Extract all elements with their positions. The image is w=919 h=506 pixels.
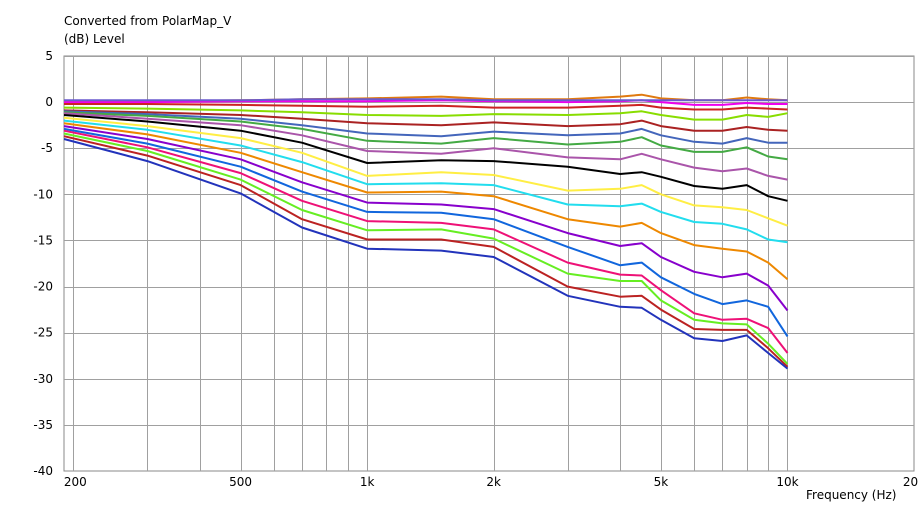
plot-area: 5 0 -5 -10 -15 -20 -25 -30 -35 -40 200 500 1k 2k 5k 10k… [33, 49, 919, 489]
series-line [63, 112, 788, 181]
series-line [63, 114, 788, 202]
y-tick-label: 0 [45, 95, 53, 109]
series-line [63, 116, 788, 227]
series-line [63, 109, 788, 132]
series-line [63, 106, 788, 121]
y-tick-label: -5 [41, 141, 53, 155]
series-line [63, 127, 789, 337]
series-line [63, 119, 788, 244]
x-axis-label: Frequency (Hz) [806, 488, 897, 502]
y-tick-label: -25 [33, 326, 53, 340]
x-tick-label: 10k [776, 475, 798, 489]
series-line [63, 110, 788, 145]
plot-frame [63, 55, 915, 472]
y-axis-label: (dB) Level [64, 32, 125, 46]
y-tick-label: -15 [33, 233, 53, 247]
series-line [64, 103, 788, 111]
y-tick-label: -10 [33, 187, 53, 201]
series-line [64, 98, 788, 102]
x-tick-label: 200 [64, 475, 87, 489]
y-tick-label: 5 [45, 49, 53, 63]
x-tick-label: 2k [486, 475, 501, 489]
x-tick-label: 1k [360, 475, 375, 489]
x-tick-label: 5k [654, 475, 669, 489]
series-line [63, 122, 789, 280]
x-tick-label: 20k [903, 475, 919, 489]
series-line [63, 135, 789, 368]
x-tick-label: 500 [229, 475, 252, 489]
series-line [63, 138, 789, 370]
series-line [63, 132, 789, 365]
y-tick-label: -35 [33, 418, 53, 432]
series-line [64, 99, 788, 106]
y-tick-label: -30 [33, 372, 53, 386]
y-tick-label: -20 [33, 280, 53, 294]
chart-title: Converted from PolarMap_V [64, 14, 232, 28]
y-tick-label: -40 [33, 464, 53, 478]
series-line [63, 111, 788, 161]
series-line [63, 129, 789, 354]
series-line [63, 125, 789, 312]
